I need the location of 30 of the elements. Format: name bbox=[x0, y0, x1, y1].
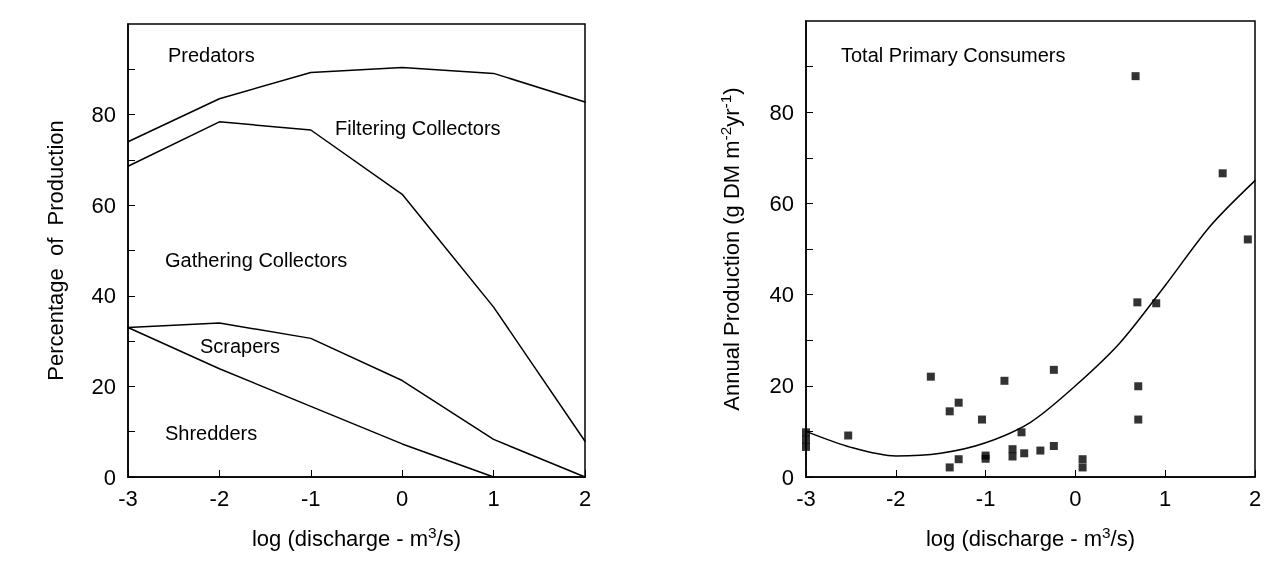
x-tick-label: 0 bbox=[1069, 485, 1082, 511]
annotation: Scrapers bbox=[200, 335, 281, 357]
y-axis-title: Percentage of Production bbox=[42, 120, 68, 381]
annotation: Filtering Collectors bbox=[335, 117, 501, 139]
x-tick-label: 0 bbox=[396, 485, 409, 511]
y-tick-label: 0 bbox=[103, 464, 116, 490]
x-tick-label: -2 bbox=[209, 485, 230, 511]
y-tick-label: 60 bbox=[769, 190, 794, 216]
y-axis-title: Annual Production (g DM m-2yr-1) bbox=[717, 87, 744, 411]
x-tick-label: -2 bbox=[886, 485, 906, 511]
x-tick-label: 1 bbox=[1159, 485, 1172, 511]
y-tick-label: 80 bbox=[769, 99, 794, 125]
y-tick-label: 20 bbox=[769, 373, 794, 399]
x-tick-label: 2 bbox=[1248, 485, 1262, 511]
text: Total Primary Consumers bbox=[841, 44, 1066, 66]
x-tick-label: -1 bbox=[301, 485, 321, 511]
annotation: Shredders bbox=[165, 422, 258, 444]
x-tick-label: -3 bbox=[796, 485, 816, 511]
y-tick-label: 0 bbox=[781, 464, 794, 490]
x-tick-label: 1 bbox=[487, 485, 500, 511]
y-tick-label: 40 bbox=[91, 283, 116, 309]
annotation: Predators bbox=[168, 44, 255, 66]
x-tick-label: 2 bbox=[578, 485, 592, 511]
annotation: Gathering Collectors bbox=[165, 249, 348, 271]
x-tick-label: -1 bbox=[975, 485, 996, 511]
y-tick-label: 20 bbox=[91, 373, 116, 399]
y-tick-label: 40 bbox=[769, 282, 794, 308]
y-tick-label: 80 bbox=[91, 102, 116, 128]
y-tick-label: 60 bbox=[91, 192, 116, 218]
x-tick-label: -3 bbox=[118, 485, 138, 511]
